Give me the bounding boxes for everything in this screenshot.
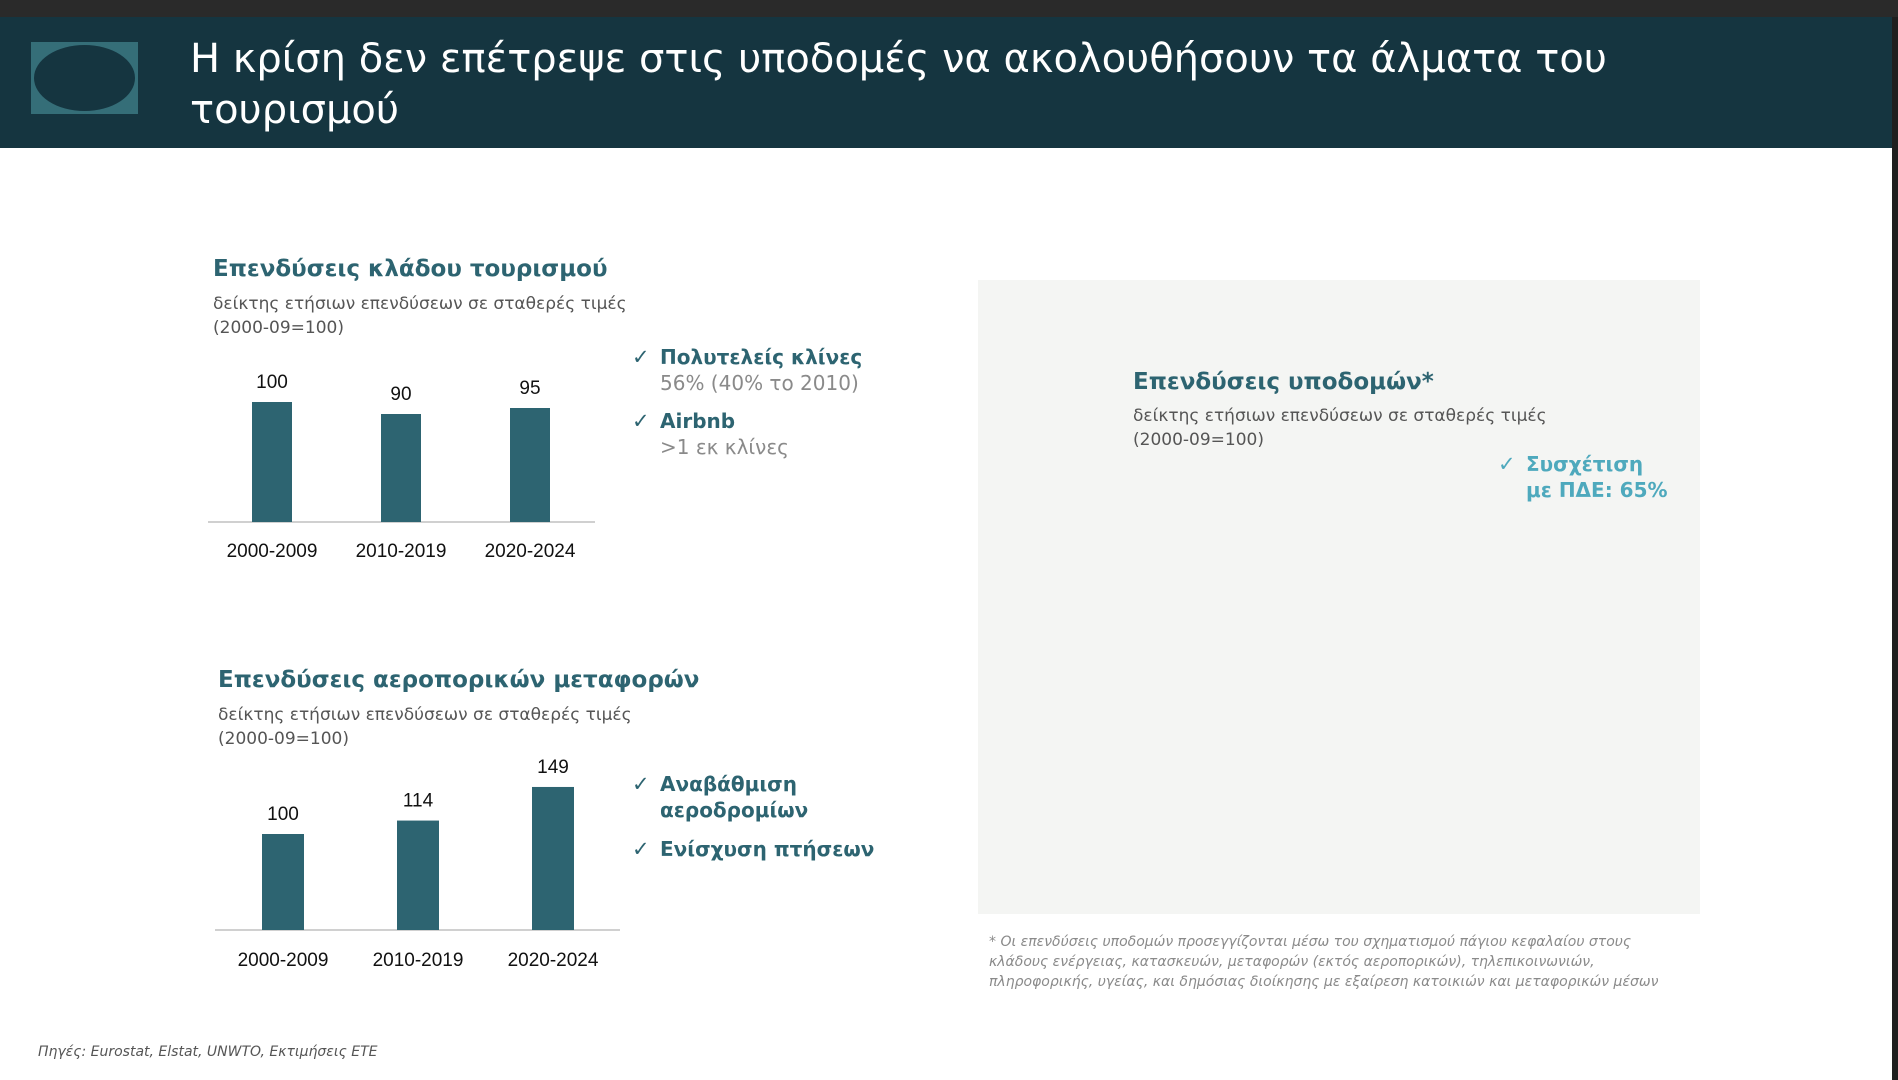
air-bar-2 [397, 820, 439, 930]
tourism-tick-label-2: 2010-2019 [356, 541, 447, 562]
check-icon: ✓ [1498, 452, 1516, 476]
air-bullet-flights: ✓ Ενίσχυση πτήσεων [632, 837, 875, 861]
tourism-bar-1 [252, 402, 292, 522]
page-title: Η κρίση δεν επέτρεψε στις υποδομές να ακ… [190, 36, 1607, 133]
air-tick-label-2: 2010-2019 [373, 950, 464, 971]
window-top-bar [0, 0, 1898, 17]
check-icon: ✓ [632, 345, 650, 369]
air-chart-subtitle: δείκτης ετήσιων επενδύσεων σε σταθερές τ… [218, 705, 632, 749]
tourism-bullet-airbnb: ✓ Airbnb >1 εκ κλίνες [632, 409, 789, 459]
tourism-bullet-luxury: ✓ Πολυτελείς κλίνες 56% (40% το 2010) [632, 345, 863, 395]
infra-panel [978, 280, 1700, 914]
tourism-data-label-1: 100 [256, 372, 288, 393]
footnote: * Οι επενδύσεις υποδομών προσεγγίζονται … [989, 934, 1659, 990]
air-chart-title: Επενδύσεις αεροπορικών μεταφορών [218, 667, 700, 693]
infra-correlation-note: ✓ Συσχέτιση με ΠΔΕ: 65% [1498, 452, 1668, 502]
check-icon: ✓ [632, 837, 650, 861]
air-data-label-1: 100 [267, 804, 299, 825]
infra-chart-subtitle: δείκτης ετήσιων επενδύσεων σε σταθερές τ… [1133, 406, 1547, 450]
tourism-bar-3 [510, 408, 550, 522]
tourism-bar-2 [381, 414, 421, 522]
air-data-label-2: 114 [403, 791, 434, 812]
tourism-data-label-2: 90 [390, 384, 411, 405]
tourism-data-label-3: 95 [519, 378, 540, 399]
air-bar-1 [262, 834, 304, 930]
check-icon: ✓ [632, 772, 650, 796]
air-bullet-airports: ✓ Αναβάθμιση αεροδρομίων [632, 772, 809, 822]
air-tick-label-1: 2000-2009 [238, 950, 329, 971]
check-icon: ✓ [632, 409, 650, 433]
tourism-chart-title: Επενδύσεις κλάδου τουρισμού [213, 256, 608, 282]
logo-icon [31, 42, 138, 114]
air-tick-label-3: 2020-2024 [508, 950, 599, 971]
air-bar-3 [532, 786, 574, 930]
air-data-label-3: 149 [537, 757, 569, 778]
slide-header: Η κρίση δεν επέτρεψε στις υποδομές να ακ… [0, 17, 1892, 148]
window-edge [1892, 17, 1898, 1080]
tourism-tick-label-3: 2020-2024 [485, 541, 576, 562]
tourism-chart-subtitle: δείκτης ετήσιων επενδύσεων σε σταθερές τ… [213, 294, 627, 338]
source-note: Πηγές: Eurostat, Elstat, UNWTO, Εκτιμήσε… [38, 1044, 378, 1060]
tourism-tick-label-1: 2000-2009 [227, 541, 318, 562]
infra-chart-title: Επενδύσεις υποδομών* [1133, 369, 1434, 395]
